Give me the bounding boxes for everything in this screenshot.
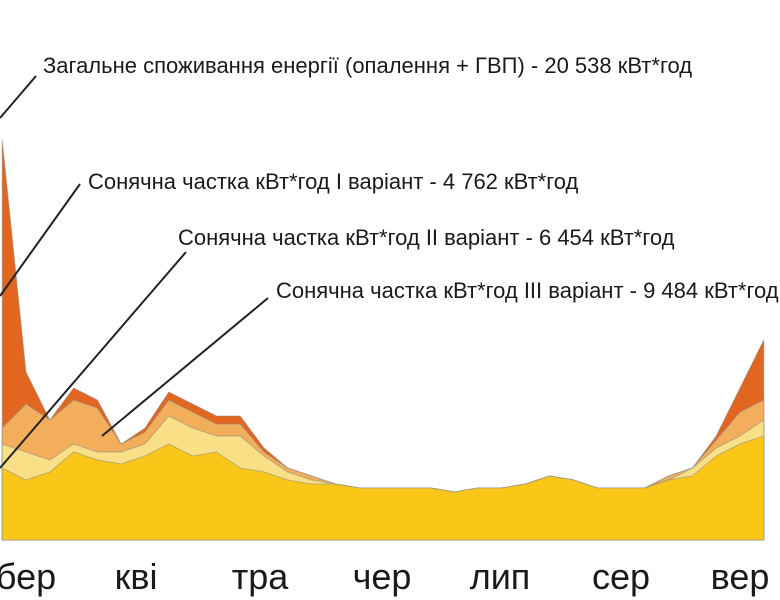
leader-line-variant-1 <box>0 183 81 297</box>
x-axis-ticks: бер кві тра чер лип сер вер <box>0 556 769 597</box>
x-tick-label: лип <box>470 556 531 597</box>
area-series-4 <box>1 435 765 541</box>
x-tick-label: кві <box>115 556 158 597</box>
leader-line-variant-3 <box>101 297 269 437</box>
x-tick-label: вер <box>711 556 770 597</box>
leader-line-variant-2 <box>0 251 187 469</box>
annotation-variant-2: Сонячна частка кВт*год II варіант - 6 45… <box>178 225 675 250</box>
x-tick-label: тра <box>232 556 290 597</box>
area-layers <box>1 139 765 541</box>
annotation-variant-3: Сонячна частка кВт*год III варіант - 9 4… <box>276 278 779 303</box>
x-tick-label: чер <box>353 556 412 597</box>
leader-line-total <box>0 75 37 119</box>
x-tick-label: сер <box>592 556 650 597</box>
annotation-variant-1: Сонячна частка кВт*год I варіант - 4 762… <box>88 169 579 194</box>
annotations: Загальне споживання енергії (опалення + … <box>43 53 779 303</box>
annotation-total: Загальне споживання енергії (опалення + … <box>43 53 692 78</box>
x-tick-label: бер <box>0 556 56 597</box>
leader-lines <box>0 75 269 469</box>
